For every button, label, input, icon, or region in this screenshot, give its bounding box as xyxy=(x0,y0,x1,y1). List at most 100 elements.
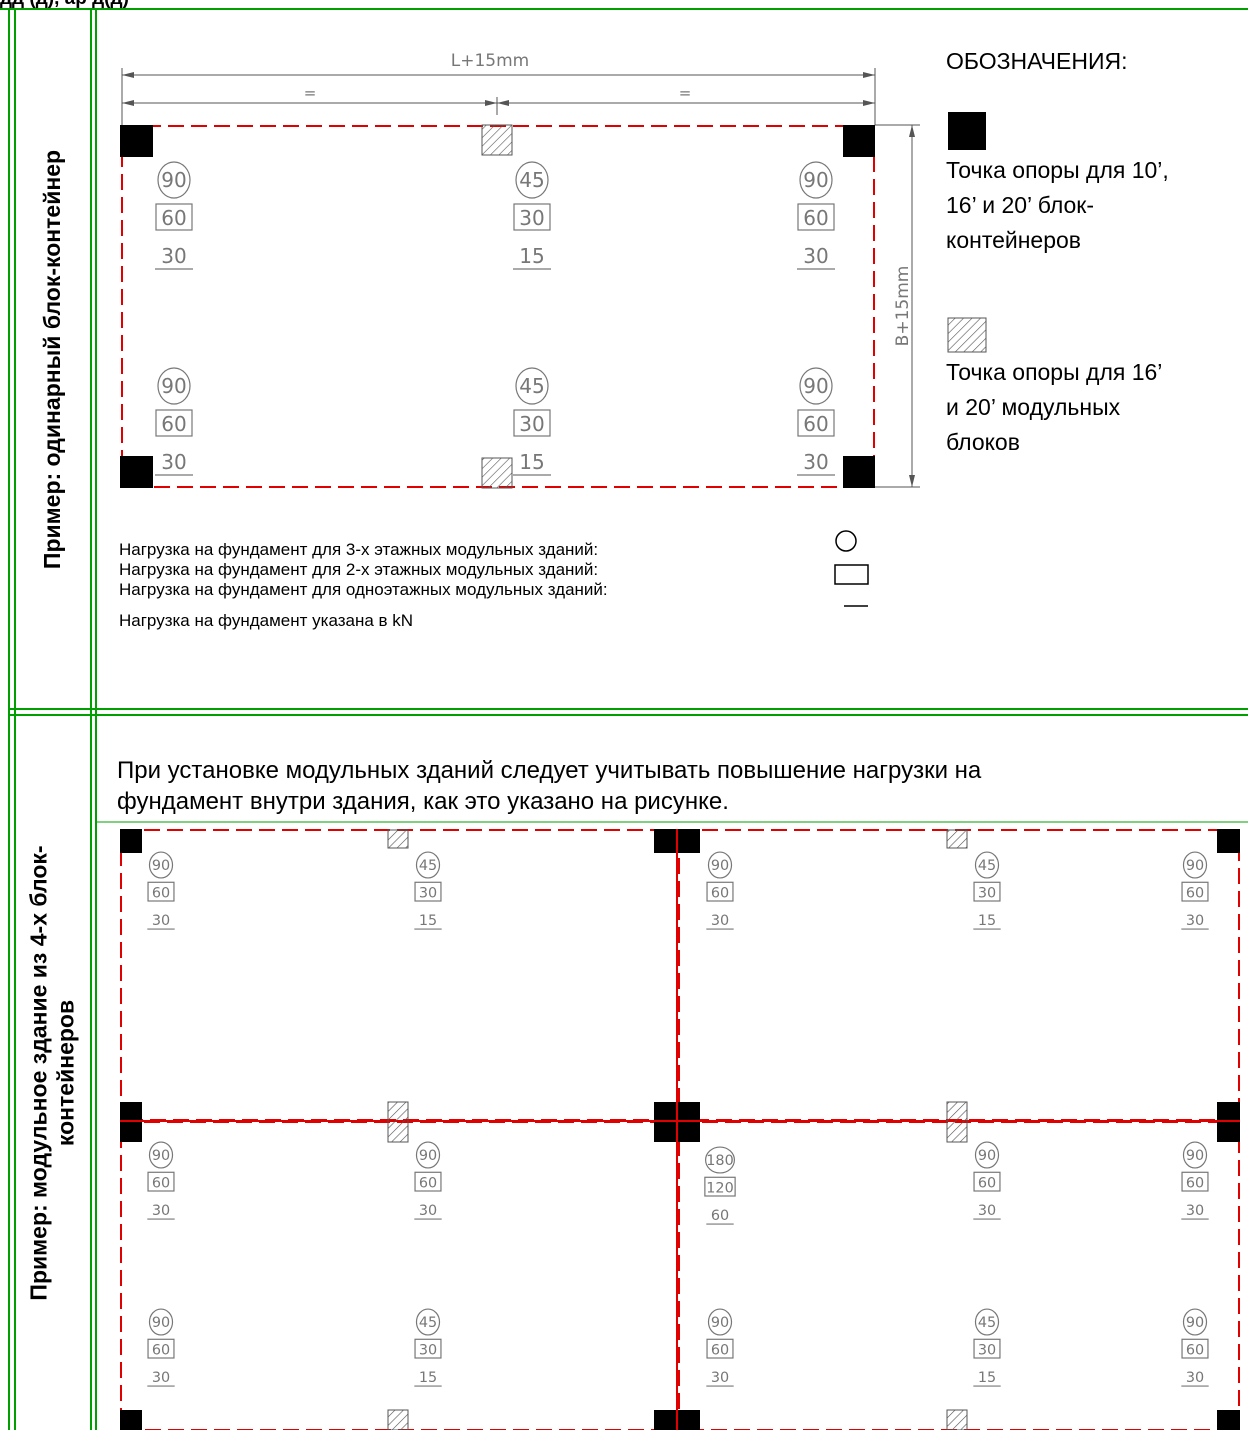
load-value-1storey: 15 xyxy=(978,1370,996,1386)
load-value-3storey: 45 xyxy=(419,858,437,874)
load-value-3storey: 180 xyxy=(706,1153,733,1169)
section2-drawing: 90 60 30 45 30 15 90 60 30 45 30 15 90 60 30 90 60 3… xyxy=(97,821,1248,1430)
load-value-3storey: 90 xyxy=(1186,858,1204,874)
load-value-2storey: 60 xyxy=(1186,885,1204,901)
load-circle xyxy=(415,851,441,879)
load-square xyxy=(706,881,734,902)
note-1-storey: Нагрузка на фундамент для одноэтажных мо… xyxy=(119,580,608,599)
support-solid xyxy=(120,829,142,853)
note-3-storey: Нагрузка на фундамент для 3-х этажных мо… xyxy=(119,540,599,559)
load-value-1storey: 15 xyxy=(519,244,544,268)
load-value-2storey: 30 xyxy=(419,885,437,901)
load-square xyxy=(797,409,835,437)
load-square xyxy=(1181,1338,1209,1359)
load-value-1storey: 15 xyxy=(519,450,544,474)
load-square xyxy=(147,1171,175,1192)
note-circle-symbol xyxy=(835,530,857,552)
load-square xyxy=(1181,1171,1209,1192)
load-group: 90 60 30 xyxy=(155,367,193,476)
load-circle xyxy=(705,1146,735,1174)
frame-col-a xyxy=(90,8,92,1430)
support-hatched xyxy=(481,124,513,156)
legend-solid-line: 16’ и 20’ блок- xyxy=(946,192,1095,218)
load-value-1storey: 15 xyxy=(978,913,996,929)
load-group: 90 60 30 xyxy=(706,1308,734,1387)
load-value-2storey: 60 xyxy=(803,206,828,230)
load-value-2storey: 30 xyxy=(419,1342,437,1358)
load-circle xyxy=(415,1141,441,1169)
support-solid xyxy=(843,456,875,488)
load-value-1storey: 30 xyxy=(1186,913,1204,929)
section2-intro: При установке модульных зданий следует у… xyxy=(117,755,981,817)
dimension-arrows xyxy=(122,72,915,487)
load-value-2storey: 120 xyxy=(706,1180,733,1196)
header-fragment: дд (д), ар д(д) xyxy=(0,0,129,10)
load-group: 90 60 30 xyxy=(1181,1141,1209,1220)
load-group: 45 30 15 xyxy=(414,851,442,930)
note-square-symbol xyxy=(834,564,869,585)
load-value-2storey: 60 xyxy=(152,1342,170,1358)
load-value-1storey: 30 xyxy=(152,1203,170,1219)
load-group: 90 60 30 xyxy=(147,1141,175,1220)
load-value-2storey: 60 xyxy=(978,1175,996,1191)
load-square xyxy=(147,1338,175,1359)
load-value-3storey: 90 xyxy=(419,1148,437,1164)
load-group: 45 30 15 xyxy=(513,161,551,270)
frame-left-inner xyxy=(14,8,16,1430)
load-circle xyxy=(515,161,549,199)
frame-top xyxy=(0,8,1248,10)
load-value-3storey: 45 xyxy=(519,374,544,398)
load-square xyxy=(155,409,193,437)
load-circle xyxy=(1182,1141,1208,1169)
load-square xyxy=(513,203,551,231)
legend-solid-symbol xyxy=(948,112,986,150)
container-outline xyxy=(120,1121,678,1430)
frame-left-outer xyxy=(8,8,10,1430)
load-value-1storey: 30 xyxy=(161,244,186,268)
load-group: 90 60 30 xyxy=(797,367,835,476)
load-circle xyxy=(1182,1308,1208,1336)
load-circle xyxy=(515,367,549,405)
support-solid xyxy=(120,1410,142,1430)
load-value-1storey: 15 xyxy=(419,1370,437,1386)
load-group: 45 30 15 xyxy=(513,367,551,476)
load-group: 90 60 30 xyxy=(973,1141,1001,1220)
container-outline xyxy=(678,1121,1240,1430)
dim-equal-right: = xyxy=(679,84,692,102)
load-value-1storey: 30 xyxy=(803,244,828,268)
dim-equal-left: = xyxy=(304,84,317,102)
load-value-2storey: 30 xyxy=(978,885,996,901)
support-solid xyxy=(843,125,875,157)
support-hatched xyxy=(387,829,409,849)
load-value-3storey: 90 xyxy=(1186,1148,1204,1164)
frame-mid-a xyxy=(8,708,1248,710)
load-value-1storey: 30 xyxy=(419,1203,437,1219)
dim-length-label: L+15mm xyxy=(451,51,529,71)
load-circle xyxy=(157,161,191,199)
section1-drawing: L+15mm = = B+15mm 90 60 30 45 30 15 90 60 30 9… xyxy=(120,51,987,607)
load-value-3storey: 90 xyxy=(152,1148,170,1164)
load-value-1storey: 30 xyxy=(711,1370,729,1386)
legend-title: ОБОЗНАЧЕНИЯ: xyxy=(946,48,1128,74)
support-hatched xyxy=(946,1101,968,1143)
load-value-3storey: 90 xyxy=(803,168,828,192)
load-circle xyxy=(799,367,833,405)
load-value-1storey: 30 xyxy=(1186,1370,1204,1386)
load-square xyxy=(513,409,551,437)
support-solid xyxy=(120,125,153,157)
load-value-3storey: 90 xyxy=(161,168,186,192)
load-value-1storey: 60 xyxy=(711,1208,729,1224)
load-square xyxy=(797,203,835,231)
load-square xyxy=(973,881,1001,902)
load-group: 90 60 30 xyxy=(147,851,175,930)
load-value-2storey: 60 xyxy=(803,412,828,436)
notes-block: Нагрузка на фундамент для 3-х этажных мо… xyxy=(119,540,608,631)
load-value-3storey: 90 xyxy=(803,374,828,398)
load-square xyxy=(414,1171,442,1192)
note-units: Нагрузка на фундамент указана в kN xyxy=(119,611,414,630)
load-circle xyxy=(974,1141,1000,1169)
legend-hatched-line: и 20’ модульных xyxy=(946,394,1121,420)
legend-hatched-text: Точка опоры для 16’ и 20’ модульных блок… xyxy=(946,355,1162,460)
load-square xyxy=(973,1171,1001,1192)
load-value-3storey: 90 xyxy=(711,1315,729,1331)
